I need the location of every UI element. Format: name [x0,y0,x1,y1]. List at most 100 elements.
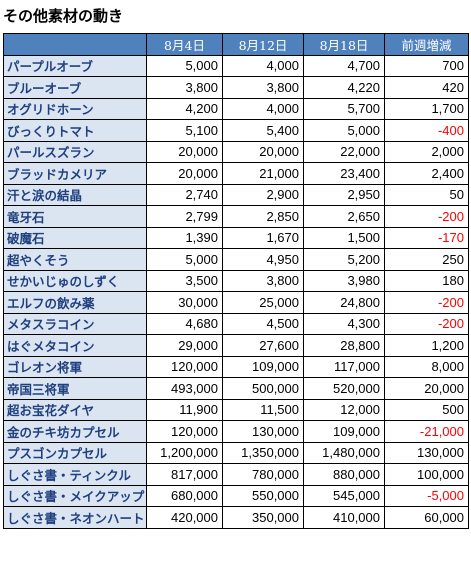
table-row: しぐさ書・ティンクル 817,000 780,000 880,000 100,000 [3,463,469,486]
table-row: しぐさ書・メイクアップ 680,000 550,000 545,000 -5,000 [3,484,469,507]
header-date-1: 8月4日 [146,33,223,56]
item-name-cell: ブラッドカメリア [3,162,147,185]
value-aug18-cell: 410,000 [303,506,385,529]
weekly-change-cell: -5,000 [384,484,469,507]
weekly-change-cell: 60,000 [384,506,469,529]
value-aug18-cell: 4,300 [303,312,385,335]
value-aug12-cell: 2,900 [222,183,304,206]
value-aug4-cell: 29,000 [146,334,223,357]
value-aug12-cell: 2,850 [222,205,304,228]
weekly-change-cell: 8,000 [384,355,469,378]
weekly-change-cell: 700 [384,54,469,77]
value-aug18-cell: 24,800 [303,291,385,314]
table-row: オグリドホーン 4,200 4,000 5,700 1,700 [3,97,469,120]
value-aug12-cell: 4,000 [222,97,304,120]
value-aug12-cell: 4,500 [222,312,304,335]
table-row: はぐメタコイン 29,000 27,600 28,800 1,200 [3,334,469,357]
weekly-change-cell: 130,000 [384,441,469,464]
value-aug18-cell: 22,000 [303,140,385,163]
value-aug4-cell: 120,000 [146,420,223,443]
value-aug18-cell: 109,000 [303,420,385,443]
value-aug18-cell: 545,000 [303,484,385,507]
value-aug4-cell: 2,799 [146,205,223,228]
value-aug18-cell: 1,480,000 [303,441,385,464]
item-name-cell: 金のチキ坊カプセル [3,420,147,443]
table-row: 帝国三将軍 493,000 500,000 520,000 20,000 [3,377,469,400]
value-aug12-cell: 27,600 [222,334,304,357]
value-aug4-cell: 1,200,000 [146,441,223,464]
value-aug18-cell: 4,700 [303,54,385,77]
weekly-change-cell: 250 [384,248,469,271]
weekly-change-cell: 100,000 [384,463,469,486]
value-aug12-cell: 21,000 [222,162,304,185]
item-name-cell: 超やくそう [3,248,147,271]
value-aug4-cell: 4,200 [146,97,223,120]
item-name-cell: ゴレオン将軍 [3,355,147,378]
value-aug12-cell: 1,350,000 [222,441,304,464]
value-aug4-cell: 4,680 [146,312,223,335]
value-aug4-cell: 493,000 [146,377,223,400]
value-aug18-cell: 4,220 [303,76,385,99]
item-name-cell: ブルーオーブ [3,76,147,99]
header-corner [3,33,147,56]
value-aug18-cell: 880,000 [303,463,385,486]
table-row: 金のチキ坊カプセル 120,000 130,000 109,000 -21,000 [3,420,469,443]
weekly-change-cell: 1,200 [384,334,469,357]
weekly-change-cell: -200 [384,312,469,335]
table-body: パープルオーブ 5,000 4,000 4,700 700 ブルーオーブ 3,800 3,80… [3,54,469,529]
value-aug4-cell: 817,000 [146,463,223,486]
item-name-cell: 汗と涙の結晶 [3,183,147,206]
table-row: 破魔石 1,390 1,670 1,500 -170 [3,226,469,249]
value-aug12-cell: 550,000 [222,484,304,507]
value-aug18-cell: 12,000 [303,398,385,421]
table-row: 超やくそう 5,000 4,950 5,200 250 [3,248,469,271]
item-name-cell: メタスラコイン [3,312,147,335]
value-aug12-cell: 1,670 [222,226,304,249]
value-aug4-cell: 3,800 [146,76,223,99]
weekly-change-cell: 2,400 [384,162,469,185]
value-aug4-cell: 11,900 [146,398,223,421]
weekly-change-cell: 180 [384,269,469,292]
value-aug18-cell: 117,000 [303,355,385,378]
item-name-cell: エルフの飲み薬 [3,291,147,314]
value-aug18-cell: 2,950 [303,183,385,206]
table-row: 汗と涙の結晶 2,740 2,900 2,950 50 [3,183,469,206]
value-aug4-cell: 2,740 [146,183,223,206]
value-aug12-cell: 20,000 [222,140,304,163]
weekly-change-cell: -170 [384,226,469,249]
value-aug12-cell: 25,000 [222,291,304,314]
value-aug4-cell: 1,390 [146,226,223,249]
value-aug12-cell: 11,500 [222,398,304,421]
table-row: プスゴンカプセル 1,200,000 1,350,000 1,480,000 130,0… [3,441,469,464]
table-row: しぐさ書・ネオンハート 420,000 350,000 410,000 60,000 [3,506,469,529]
item-name-cell: 竜牙石 [3,205,147,228]
value-aug4-cell: 5,000 [146,248,223,271]
value-aug4-cell: 420,000 [146,506,223,529]
table-row: ブラッドカメリア 20,000 21,000 23,400 2,400 [3,162,469,185]
value-aug18-cell: 5,200 [303,248,385,271]
table-row: 竜牙石 2,799 2,850 2,650 -200 [3,205,469,228]
weekly-change-cell: -21,000 [384,420,469,443]
price-table: 8月4日 8月12日 8月18日 前週増減 パープルオーブ 5,000 4,000 4… [3,33,469,529]
value-aug18-cell: 28,800 [303,334,385,357]
value-aug18-cell: 23,400 [303,162,385,185]
table-row: エルフの飲み薬 30,000 25,000 24,800 -200 [3,291,469,314]
item-name-cell: せかいじゅのしずく [3,269,147,292]
header-diff: 前週増減 [384,33,469,56]
table-row: パープルオーブ 5,000 4,000 4,700 700 [3,54,469,77]
table-row: びっくりトマト 5,100 5,400 5,000 -400 [3,119,469,142]
item-name-cell: プスゴンカプセル [3,441,147,464]
value-aug18-cell: 5,000 [303,119,385,142]
item-name-cell: しぐさ書・ティンクル [3,463,147,486]
value-aug4-cell: 30,000 [146,291,223,314]
table-row: ゴレオン将軍 120,000 109,000 117,000 8,000 [3,355,469,378]
table-row: 超お宝花ダイヤ 11,900 11,500 12,000 500 [3,398,469,421]
value-aug12-cell: 3,800 [222,76,304,99]
item-name-cell: 超お宝花ダイヤ [3,398,147,421]
value-aug4-cell: 5,100 [146,119,223,142]
value-aug4-cell: 680,000 [146,484,223,507]
weekly-change-cell: 50 [384,183,469,206]
table-row: メタスラコイン 4,680 4,500 4,300 -200 [3,312,469,335]
page-title: その他素材の動き [3,7,124,25]
value-aug4-cell: 5,000 [146,54,223,77]
